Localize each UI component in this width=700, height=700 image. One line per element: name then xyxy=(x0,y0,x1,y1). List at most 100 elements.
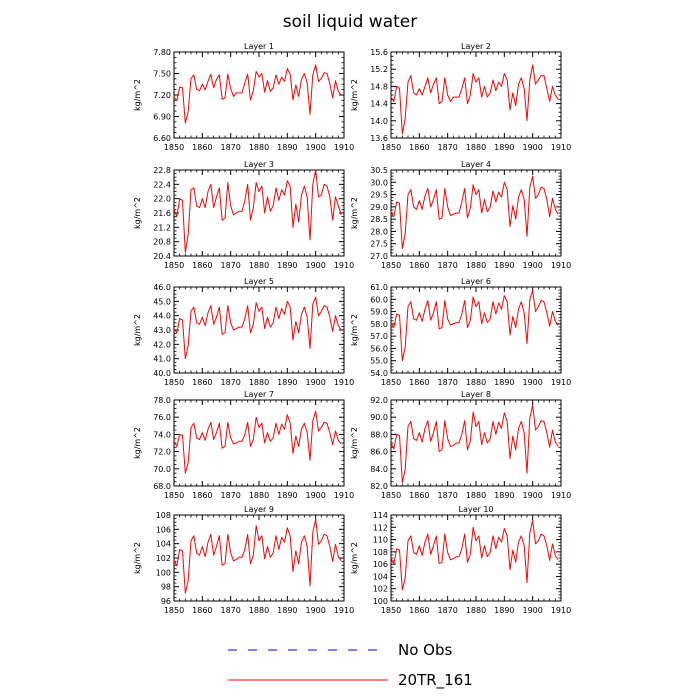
series-line-20tr-161 xyxy=(173,169,342,253)
y-tick-label: 100 xyxy=(156,568,171,577)
x-tick-label: 1860 xyxy=(192,143,212,152)
x-tick-label: 1890 xyxy=(494,378,514,387)
x-tick-label: 1880 xyxy=(466,606,486,615)
legend: No Obs 20TR_161 xyxy=(228,641,473,690)
y-axis-label: kg/m^2 xyxy=(133,542,142,574)
y-axis-label: kg/m^2 xyxy=(350,314,359,346)
series-line-20tr-161 xyxy=(390,175,559,250)
panel-layer-5: Layer 5 kg/m^2 40.0 41.0 42.0 43.0 44.0 45.0 46.… xyxy=(133,277,354,387)
y-tick-label: 57.0 xyxy=(370,332,388,341)
y-tick-label: 45.0 xyxy=(153,297,171,306)
x-tick-label: 1880 xyxy=(249,261,269,270)
x-tick-label: 1860 xyxy=(409,606,429,615)
x-tick-label: 1900 xyxy=(305,606,325,615)
y-tick-label: 14.8 xyxy=(370,82,388,91)
series-line-20tr-161 xyxy=(390,290,559,362)
y-tick-label: 14.4 xyxy=(370,100,388,109)
y-tick-label: 110 xyxy=(373,536,388,545)
x-tick-label: 1890 xyxy=(277,143,297,152)
y-tick-label: 20.8 xyxy=(153,238,171,247)
y-axis-label: kg/m^2 xyxy=(350,542,359,574)
y-tick-label: 27.0 xyxy=(370,252,388,261)
y-tick-label: 27.5 xyxy=(370,240,388,249)
y-tick-label: 76.0 xyxy=(153,413,171,422)
x-tick-label: 1860 xyxy=(192,491,212,500)
y-tick-label: 106 xyxy=(373,560,388,569)
y-tick-label: 22.8 xyxy=(153,166,171,175)
y-tick-label: 92.0 xyxy=(370,396,388,405)
x-tick-label: 1890 xyxy=(277,261,297,270)
x-tick-label: 1870 xyxy=(437,378,457,387)
x-tick-label: 1870 xyxy=(220,491,240,500)
y-tick-label: 72.0 xyxy=(153,448,171,457)
y-tick-label: 15.6 xyxy=(370,48,388,57)
y-tick-label: 55.0 xyxy=(370,357,388,366)
y-tick-label: 98 xyxy=(161,583,171,592)
x-tick-label: 1910 xyxy=(551,491,571,500)
y-tick-label: 22.4 xyxy=(153,180,171,189)
panel-layer-6: Layer 6 kg/m^2 54.0 55.0 56.0 57.0 58.0 59.0 60.… xyxy=(350,277,571,387)
panel-layer-7: Layer 7 kg/m^2 68.0 70.0 72.0 74.0 76.0 78.0 185… xyxy=(133,390,354,500)
panel-title: Layer 10 xyxy=(458,505,493,514)
y-tick-label: 22.0 xyxy=(153,195,171,204)
y-axis-label: kg/m^2 xyxy=(350,79,359,111)
x-tick-label: 1890 xyxy=(494,606,514,615)
x-tick-label: 1860 xyxy=(192,378,212,387)
y-axis-label: kg/m^2 xyxy=(133,427,142,459)
y-tick-label: 58.0 xyxy=(370,320,388,329)
series-line-20tr-161 xyxy=(173,518,342,594)
y-tick-label: 42.0 xyxy=(153,340,171,349)
y-tick-label: 54.0 xyxy=(370,369,388,378)
panel-layer-2: Layer 2 kg/m^2 13.6 14.0 14.4 14.8 15.2 15.6 185… xyxy=(350,42,571,152)
x-tick-label: 1880 xyxy=(249,606,269,615)
panel-layer-10: Layer 10 kg/m^2 100 102 104 106 108 110 112 114 18… xyxy=(350,505,571,615)
x-tick-label: 1880 xyxy=(249,491,269,500)
figure-title: soil liquid water xyxy=(283,12,417,32)
legend-label-no-obs: No Obs xyxy=(398,641,452,659)
panel-frame xyxy=(390,514,562,602)
y-tick-label: 108 xyxy=(156,511,171,520)
x-tick-label: 1900 xyxy=(305,261,325,270)
panel-title: Layer 9 xyxy=(244,505,274,514)
panel-title: Layer 5 xyxy=(244,277,274,286)
x-tick-label: 1850 xyxy=(381,606,401,615)
x-tick-label: 1900 xyxy=(522,378,542,387)
y-tick-label: 14.0 xyxy=(370,117,388,126)
x-tick-label: 1910 xyxy=(334,143,354,152)
x-tick-label: 1860 xyxy=(409,378,429,387)
panel-frame xyxy=(390,169,562,257)
x-tick-label: 1900 xyxy=(522,491,542,500)
panel-frame xyxy=(173,51,345,139)
panel-layer-8: Layer 8 kg/m^2 82.0 84.0 86.0 88.0 90.0 92.0 185… xyxy=(350,390,571,500)
x-tick-label: 1870 xyxy=(437,606,457,615)
y-tick-label: 100 xyxy=(373,597,388,606)
y-tick-label: 44.0 xyxy=(153,312,171,321)
x-tick-label: 1900 xyxy=(522,143,542,152)
y-tick-label: 104 xyxy=(373,572,388,581)
panel-frame xyxy=(390,399,562,487)
panel-frame xyxy=(390,286,562,374)
y-tick-label: 82.0 xyxy=(370,482,388,491)
y-tick-label: 6.90 xyxy=(153,113,171,122)
y-tick-label: 20.4 xyxy=(153,252,171,261)
y-tick-label: 106 xyxy=(156,525,171,534)
y-axis-label: kg/m^2 xyxy=(350,427,359,459)
y-tick-label: 56.0 xyxy=(370,344,388,353)
x-tick-label: 1850 xyxy=(164,378,184,387)
x-tick-label: 1890 xyxy=(277,378,297,387)
x-tick-label: 1850 xyxy=(164,143,184,152)
y-tick-label: 68.0 xyxy=(153,482,171,491)
x-tick-label: 1850 xyxy=(381,261,401,270)
y-tick-label: 70.0 xyxy=(153,465,171,474)
y-axis-label: kg/m^2 xyxy=(350,197,359,229)
x-tick-label: 1860 xyxy=(192,261,212,270)
y-tick-label: 7.80 xyxy=(153,48,171,57)
panel-title: Layer 3 xyxy=(244,160,274,169)
x-tick-label: 1860 xyxy=(192,606,212,615)
x-tick-label: 1910 xyxy=(334,378,354,387)
x-tick-label: 1900 xyxy=(305,143,325,152)
y-tick-label: 30.5 xyxy=(370,166,388,175)
x-tick-label: 1910 xyxy=(551,261,571,270)
x-tick-label: 1910 xyxy=(551,606,571,615)
